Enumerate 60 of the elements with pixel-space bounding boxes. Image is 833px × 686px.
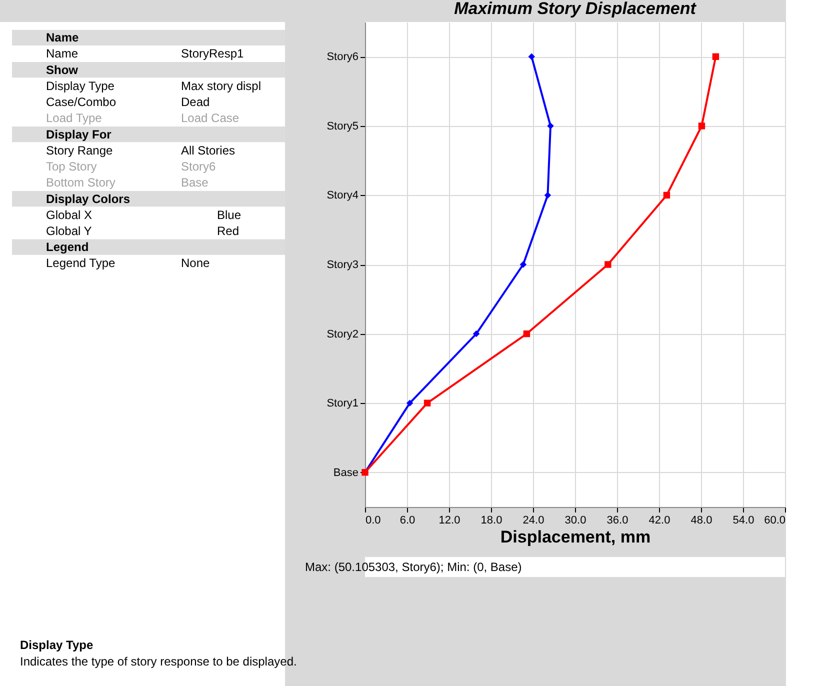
y-tick-label: Base — [333, 466, 358, 479]
text: Show — [46, 62, 79, 77]
text: Global X — [46, 208, 92, 222]
x-tick-label: 0.0 — [366, 514, 381, 526]
point — [712, 53, 720, 60]
x-tick-label: 18.0 — [480, 514, 502, 526]
text: Bottom Story — [46, 176, 116, 190]
point — [520, 261, 527, 268]
point — [424, 400, 431, 406]
point — [472, 330, 480, 338]
text: Indicates the type of story response to be displayed. — [20, 654, 297, 669]
point — [663, 192, 670, 199]
text: Load Type — [46, 111, 102, 126]
text: Display For — [46, 127, 112, 142]
x-tick-label: 36.0 — [606, 514, 628, 526]
y-tick-label: Story5 — [326, 120, 358, 132]
text: Top Story — [46, 160, 97, 174]
text: Legend Type — [46, 256, 116, 270]
text: Load Case — [181, 111, 240, 126]
text: Base — [181, 176, 209, 190]
x-tick-label: 60.0 — [764, 514, 786, 526]
y-tick-label: Story6 — [326, 51, 358, 64]
y-tick-label: Story2 — [326, 328, 358, 340]
chart-title: Maximum Story Displacement — [454, 0, 698, 18]
y-tick-label: Story3 — [326, 259, 358, 271]
text: Story6 — [181, 160, 216, 174]
text: None — [181, 256, 210, 270]
text: Red — [217, 224, 240, 238]
point — [698, 122, 706, 130]
point — [406, 400, 414, 406]
x-tick-label: 42.0 — [648, 514, 670, 526]
x-axis-title: Displacement, mm — [500, 528, 651, 546]
text: StoryResp1 — [181, 46, 244, 61]
x-tick-label: 12.0 — [438, 514, 460, 526]
text: Display Type — [46, 78, 115, 93]
text: Blue — [217, 208, 242, 222]
point — [604, 261, 612, 268]
x-tick-label: 6.0 — [400, 514, 416, 526]
x-tick-label: 24.0 — [522, 514, 544, 526]
y-tick-label: Story1 — [326, 398, 358, 410]
point — [547, 122, 554, 130]
text: Name — [46, 46, 78, 61]
text: Global Y — [46, 224, 92, 238]
text: Display Colors — [46, 192, 130, 206]
text: Story Range — [46, 143, 114, 158]
text: Max: (50.105303, Story6); Min: (0, Base) — [305, 560, 522, 574]
point — [544, 192, 552, 199]
text: Dead — [181, 95, 210, 110]
text: All Stories — [181, 143, 236, 158]
y-tick-label: Story4 — [326, 190, 358, 202]
text: Legend — [46, 240, 89, 254]
text: Case/Combo — [46, 95, 116, 110]
x-tick-label: 30.0 — [564, 514, 586, 526]
point — [528, 53, 535, 60]
point — [523, 330, 530, 338]
x-tick-label: 48.0 — [690, 514, 712, 526]
x-tick-label: 54.0 — [732, 514, 754, 526]
text: Max story displ — [181, 78, 262, 93]
text: Display Type — [20, 638, 94, 652]
text: Name — [46, 30, 80, 45]
